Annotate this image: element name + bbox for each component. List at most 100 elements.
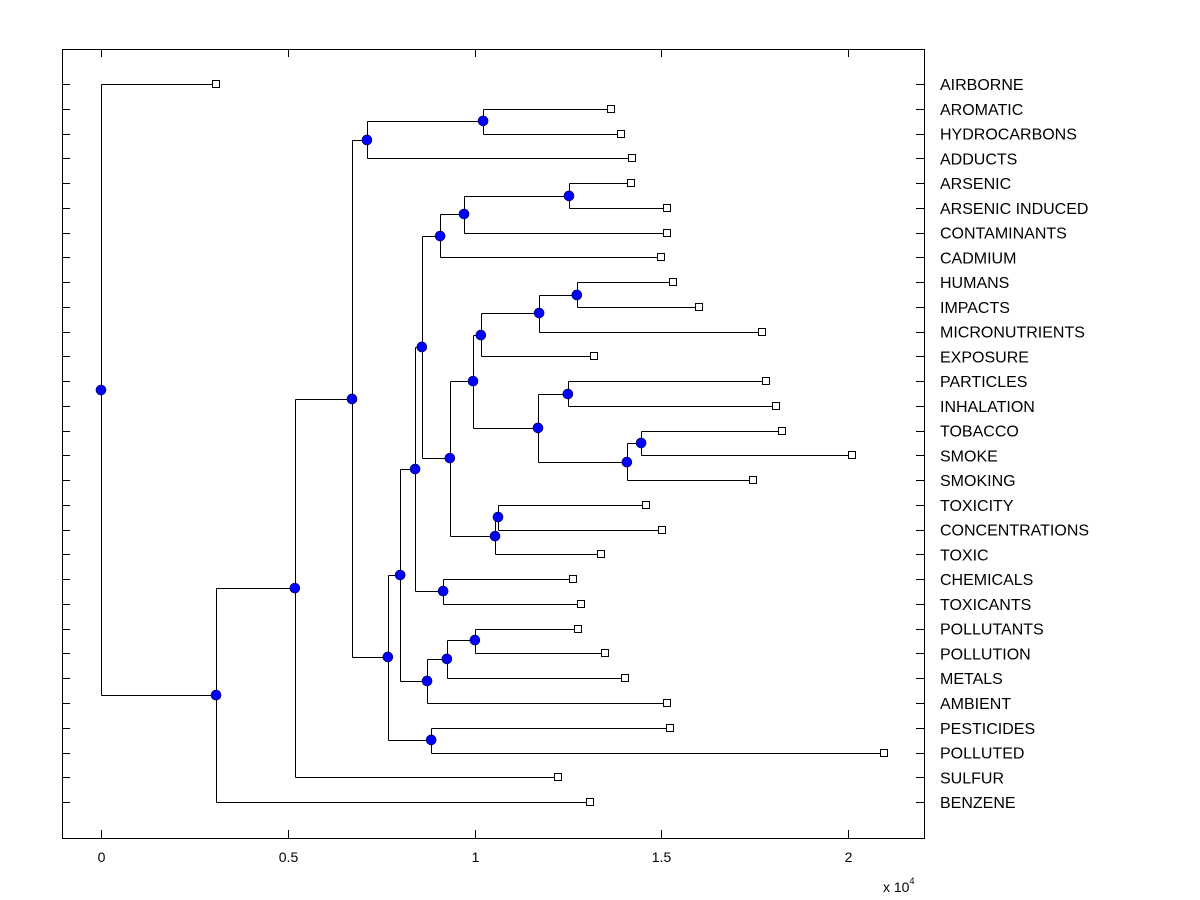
leaf-marker-POLLUTION — [601, 649, 609, 657]
leaf-label: BENZENE — [940, 795, 1016, 812]
node-marker-root — [95, 384, 107, 396]
node-marker-n_e — [210, 689, 222, 701]
leaf-label: METALS — [940, 671, 1003, 688]
leaf-marker-HYDROCARBONS — [617, 130, 625, 138]
node-marker-n_d — [289, 582, 301, 594]
node-marker-n_pol3 — [421, 675, 433, 687]
internal-node-markers — [95, 115, 647, 746]
x-axis-ticks: 0 0.5 1 1.5 2 — [98, 49, 853, 865]
x-axis-multiplier-label: x 104 — [883, 876, 914, 895]
leaf-label: AMBIENT — [940, 696, 1011, 713]
x-tick-label: 1 — [472, 849, 480, 865]
leaf-label: CONCENTRATIONS — [940, 523, 1089, 540]
leaf-marker-ADDUCTS — [628, 154, 636, 162]
leaf-marker-TOXICITY — [642, 501, 650, 509]
leaf-marker-POLLUTANTS — [574, 625, 582, 633]
leaf-marker-PESTICIDES — [666, 724, 674, 732]
leaf-label: POLLUTED — [940, 746, 1024, 763]
leaf-labels: AIRBORNE AROMATIC HYDROCARBONS ADDUCTS ARSEN… — [940, 77, 1089, 812]
leaf-label: TOXIC — [940, 547, 989, 564]
plot-frame — [62, 49, 925, 839]
leaf-marker-EXPOSURE — [590, 352, 598, 360]
leaf-label: ARSENIC — [940, 176, 1011, 193]
leaf-label: TOXICANTS — [940, 597, 1031, 614]
leaf-marker-BENZENE — [586, 798, 594, 806]
node-marker-n_tox — [492, 511, 504, 523]
leaf-label: IMPACTS — [940, 300, 1010, 317]
leaf-marker-CONCENTRATIONS — [658, 526, 666, 534]
node-marker-n_ps — [532, 422, 544, 434]
leaf-label: PARTICLES — [940, 374, 1027, 391]
leaf-marker-CONTAMINANTS — [663, 229, 671, 237]
leaf-marker-TOXIC — [597, 550, 605, 558]
node-marker-n_ars — [563, 190, 575, 202]
node-marker-n_hum2 — [533, 307, 545, 319]
leaf-marker-POLLUTED — [880, 749, 888, 757]
leaf-marker-AMBIENT — [663, 699, 671, 707]
node-marker-n_mid — [444, 452, 456, 464]
node-marker-n_pest — [425, 734, 437, 746]
leaf-marker-TOBACCO — [778, 427, 786, 435]
leaf-marker-SMOKE — [848, 451, 856, 459]
leaf-label: TOBACCO — [940, 424, 1019, 441]
leaf-label: HYDROCARBONS — [940, 127, 1077, 144]
leaf-marker-HUMANS — [669, 278, 677, 286]
node-marker-n_hum — [571, 289, 583, 301]
node-marker-n_tox2 — [489, 530, 501, 542]
node-marker-n_hum3 — [475, 329, 487, 341]
leaf-label: SULFUR — [940, 770, 1004, 787]
x-tick-label: 0 — [98, 849, 106, 865]
node-marker-n_ars3 — [434, 230, 446, 242]
node-marker-n_pol — [469, 634, 481, 646]
node-marker-n_pol2 — [441, 653, 453, 665]
leaf-label: AROMATIC — [940, 102, 1023, 119]
leaf-label: TOXICITY — [940, 498, 1014, 515]
node-marker-n_chem — [437, 585, 449, 597]
leaf-label: ADDUCTS — [940, 151, 1017, 168]
x-tick-label: 2 — [845, 849, 853, 865]
leaf-label: CADMIUM — [940, 250, 1016, 267]
leaf-label: ARSENIC INDUCED — [940, 201, 1088, 218]
leaf-label: INHALATION — [940, 399, 1035, 416]
leaf-marker-INHALATION — [772, 402, 780, 410]
leaf-marker-CHEMICALS — [569, 575, 577, 583]
node-marker-n_b3 — [382, 651, 394, 663]
node-marker-n_c — [346, 393, 358, 405]
leaf-label: POLLUTION — [940, 646, 1031, 663]
node-marker-n_big — [409, 463, 421, 475]
leaf-label: SMOKE — [940, 448, 998, 465]
leaf-label: EXPOSURE — [940, 349, 1029, 366]
node-marker-n_ars2 — [458, 208, 470, 220]
node-marker-n_part — [562, 388, 574, 400]
leaf-marker-AIRBORNE — [212, 80, 220, 88]
node-marker-n_tob2 — [621, 456, 633, 468]
leaf-marker-TOXICANTS — [577, 600, 585, 608]
node-marker-n_ars4 — [416, 341, 428, 353]
leaf-label: POLLUTANTS — [940, 622, 1044, 639]
leaf-label: SMOKING — [940, 473, 1016, 490]
leaf-markers — [212, 80, 888, 806]
y-axis-ticks — [62, 84, 924, 803]
leaf-marker-CADMIUM — [657, 253, 665, 261]
node-marker-n_arom — [477, 115, 489, 127]
leaf-marker-AROMATIC — [607, 105, 615, 113]
leaf-marker-PARTICLES — [762, 377, 770, 385]
node-marker-n_hp — [467, 375, 479, 387]
leaf-label: MICRONUTRIENTS — [940, 325, 1085, 342]
leaf-marker-MICRONUTRIENTS — [758, 328, 766, 336]
node-marker-n_tob — [635, 437, 647, 449]
leaf-label: CHEMICALS — [940, 572, 1033, 589]
x-tick-label: 0.5 — [279, 849, 299, 865]
leaf-marker-METALS — [621, 674, 629, 682]
node-marker-n_b2 — [394, 569, 406, 581]
leaf-label: HUMANS — [940, 275, 1009, 292]
leaf-marker-IMPACTS — [695, 303, 703, 311]
leaf-marker-SULFUR — [554, 773, 562, 781]
node-marker-n_arom2 — [361, 134, 373, 146]
leaf-marker-SMOKING — [749, 476, 757, 484]
x-tick-label: 1.5 — [652, 849, 672, 865]
leaf-label: AIRBORNE — [940, 77, 1024, 94]
leaf-marker-ARSENIC_INDUCED — [663, 204, 671, 212]
leaf-marker-ARSENIC — [627, 179, 635, 187]
